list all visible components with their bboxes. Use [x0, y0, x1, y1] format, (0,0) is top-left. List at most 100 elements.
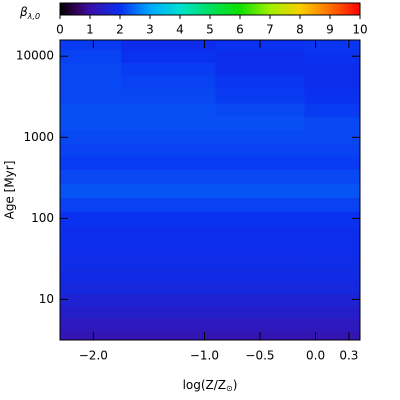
x-label-part: ) [233, 378, 238, 392]
heat-cell [121, 116, 217, 131]
heat-cell [121, 211, 217, 227]
heat-cell [60, 143, 122, 157]
x-tick-label: 0.3 [339, 349, 358, 363]
heat-cell [121, 240, 217, 255]
colorbar-tick-label: 0 [56, 23, 64, 37]
x-label-part: ⊙ [226, 384, 233, 393]
x-tick-label: −1.0 [190, 349, 219, 363]
heat-cell [215, 169, 305, 185]
heat-cell [215, 130, 305, 145]
colorbar-tick-label: 8 [296, 23, 304, 37]
colorbar-tick-label: 10 [352, 23, 367, 37]
heat-cell [215, 253, 305, 269]
heat-cell [121, 88, 217, 104]
axes: 10 100 1000 10000 −2.0 −1.0 −0.5 0.0 0.3 [16, 39, 361, 363]
colorbar-tick-label: 7 [266, 23, 274, 37]
heat-cell [215, 184, 305, 198]
heat-cell [121, 130, 217, 145]
heat-cell [215, 143, 305, 157]
heat-cell [60, 74, 122, 89]
heat-cell [121, 253, 217, 269]
heat-cell [60, 317, 122, 331]
heat-cell [304, 102, 360, 117]
heat-cell [304, 225, 360, 241]
colorbar-tick-label: 6 [236, 23, 244, 37]
heat-cell [121, 197, 217, 212]
heat-cell [215, 116, 305, 131]
heat-cell [60, 281, 122, 295]
heat-cell [304, 50, 360, 63]
heatmap [60, 40, 360, 340]
colorbar-label: βλ,0 [19, 5, 40, 21]
colorbar-tick-label: 2 [116, 23, 124, 37]
heat-cell [60, 88, 122, 104]
heat-cell [121, 267, 217, 282]
x-tick-label: −2.0 [79, 349, 108, 363]
heat-cell [304, 169, 360, 185]
y-axis-label: Age [Myr] [3, 161, 17, 220]
colorbar-tick-label: 1 [86, 23, 94, 37]
heat-cell [121, 281, 217, 295]
heat-cell [60, 40, 122, 51]
heat-cell [304, 116, 360, 131]
heat-cell [215, 293, 305, 307]
colorbar-label-main: β [19, 5, 28, 19]
heat-cell [304, 305, 360, 319]
y-tick-label: 10000 [16, 49, 54, 63]
heat-cell [121, 74, 217, 89]
heat-cell [215, 225, 305, 241]
heat-cell [121, 62, 217, 76]
heat-cell [60, 330, 122, 340]
heat-cell [304, 40, 360, 51]
heat-cell [304, 74, 360, 89]
heat-cell [215, 267, 305, 282]
heat-cell [60, 253, 122, 269]
x-tick-label: −0.5 [245, 349, 274, 363]
colorbar-label-sub: λ,0 [27, 12, 40, 21]
heat-cell [121, 225, 217, 241]
heat-cell [304, 62, 360, 76]
heat-cell [304, 293, 360, 307]
heat-cell [304, 330, 360, 340]
y-tick-label: 10 [39, 292, 54, 306]
heat-cell [60, 197, 122, 212]
heat-cell [60, 211, 122, 227]
heat-cell [304, 143, 360, 157]
x-label-part: log(Z/Z [183, 378, 226, 392]
colorbar [59, 2, 361, 16]
x-tick-label: 0.0 [306, 349, 325, 363]
heat-cell [304, 155, 360, 171]
x-axis-label: log(Z/Z⊙) [183, 378, 238, 393]
heat-cell [60, 116, 122, 131]
heat-cell [121, 293, 217, 307]
heat-cell [304, 211, 360, 227]
heat-cell [304, 184, 360, 198]
heat-cell [60, 305, 122, 319]
heat-cell [60, 240, 122, 255]
heat-cell [121, 40, 217, 51]
heat-cell [60, 184, 122, 198]
heat-cell [60, 169, 122, 185]
heat-cell [121, 184, 217, 198]
heat-cell [215, 240, 305, 255]
heat-cell [215, 62, 305, 76]
heat-cell [304, 88, 360, 104]
heat-cell [304, 197, 360, 212]
y-tick-label: 100 [31, 211, 54, 225]
heat-cell [304, 317, 360, 331]
heat-cell [121, 143, 217, 157]
heat-cell [304, 253, 360, 269]
y-tick-label: 1000 [23, 130, 54, 144]
heat-cell [60, 267, 122, 282]
heat-cell [215, 88, 305, 104]
colorbar-tick-label: 5 [206, 23, 214, 37]
heat-cell [60, 62, 122, 76]
heat-cell [60, 102, 122, 117]
heat-cell [215, 317, 305, 331]
heat-cell [121, 155, 217, 171]
heat-cell [121, 305, 217, 319]
heat-cell [215, 197, 305, 212]
colorbar-tick-label: 3 [146, 23, 154, 37]
